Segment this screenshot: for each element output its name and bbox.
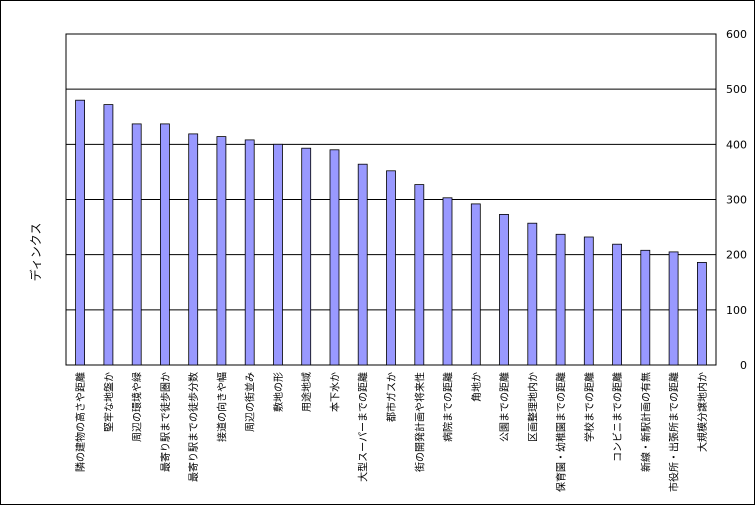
- y-tick-label: 0: [740, 359, 747, 372]
- y-axis-label: ディンクス: [28, 223, 43, 282]
- bar: [75, 99, 85, 366]
- x-category-label: 周辺の街並み: [244, 372, 257, 432]
- x-category-label: 最寄り駅までの徒歩分数: [187, 372, 200, 482]
- y-tick-label: 400: [726, 138, 747, 151]
- x-category-label: 大型スーパーまでの距離: [357, 372, 370, 482]
- y-tick-label: 600: [726, 28, 747, 41]
- x-axis-categories: 隣の建物の高さや距離 堅牢な地盤か 周辺の環境や緑 最寄り駅まで徒歩圏か 最寄り駅までの…: [74, 372, 709, 492]
- bar: [301, 147, 312, 366]
- y-axis-ticks: 0 100 200 300 400 500 600: [726, 28, 747, 372]
- bar: [131, 123, 142, 366]
- bar: [414, 184, 425, 366]
- x-category-label: 保育園・幼稚園までの距離: [555, 372, 568, 492]
- bar: [583, 236, 594, 366]
- x-category-label: 用途地域: [300, 372, 313, 412]
- bar: [470, 203, 481, 366]
- y-tick-label: 200: [726, 249, 747, 262]
- x-category-label: 新線・新駅計画の有無: [639, 372, 652, 472]
- x-category-label: 区画整理地内か: [526, 372, 539, 442]
- bar: [273, 143, 283, 366]
- bar: [159, 123, 170, 366]
- x-category-label: 街の開発計画や将来性: [413, 372, 426, 472]
- bars: [75, 99, 707, 366]
- x-category-label: 最寄り駅まで徒歩圏か: [159, 372, 172, 472]
- y-tick-label: 500: [726, 83, 747, 96]
- bar: [697, 261, 707, 366]
- bar: [442, 197, 453, 366]
- x-category-label: 学校までの距離: [583, 372, 596, 442]
- x-category-label: 隣の建物の高さや距離: [74, 372, 87, 472]
- bar: [216, 136, 227, 366]
- bar: [244, 139, 255, 366]
- y-tick-label: 100: [726, 304, 747, 317]
- x-category-label: 堅牢な地盤か: [102, 372, 115, 432]
- bar: [668, 251, 679, 366]
- x-category-label: コンビニまでの距離: [611, 372, 624, 462]
- x-category-label: 都市ガスか: [385, 372, 398, 422]
- x-category-label: 敷地の形: [272, 372, 285, 412]
- x-category-label: 角地か: [470, 372, 483, 402]
- bar: [555, 233, 566, 366]
- x-category-label: 本下水か: [329, 372, 342, 412]
- bar: [640, 249, 651, 366]
- x-category-label: 接道の向きや幅: [215, 372, 228, 442]
- bar: [499, 213, 509, 366]
- bar: [612, 243, 622, 366]
- x-category-label: 市役所・出張所までの距離: [668, 372, 681, 492]
- x-category-label: 公園までの距離: [498, 372, 511, 442]
- bar: [357, 163, 368, 366]
- x-category-label: 周辺の環境や緑: [131, 372, 144, 442]
- bar: [188, 133, 199, 366]
- y-tick-label: 300: [726, 194, 747, 207]
- x-category-label: 大規模分譲地内か: [696, 372, 709, 452]
- bar: [329, 149, 340, 366]
- x-category-label: 病院までの距離: [442, 372, 455, 442]
- bar: [103, 104, 114, 366]
- bar: [386, 170, 396, 366]
- bar: [527, 222, 538, 366]
